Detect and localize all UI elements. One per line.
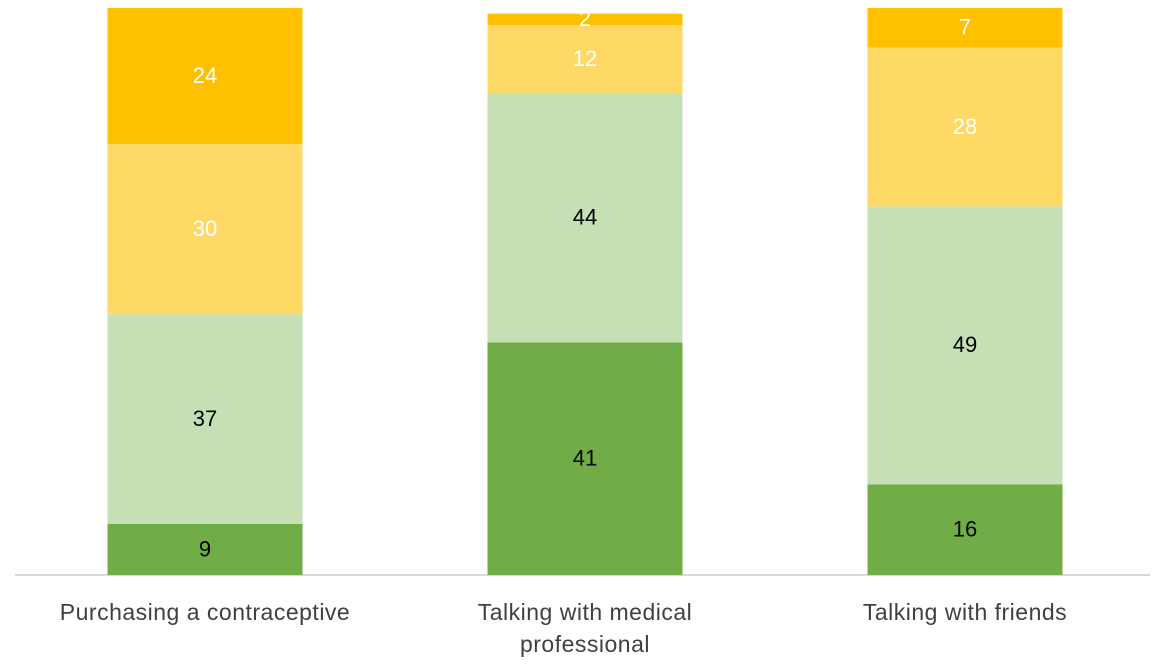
data-label: 44 (573, 205, 597, 230)
bar-segment (867, 8, 1063, 48)
x-tick-label: Talking with friends (862, 599, 1068, 625)
bar-segment (487, 25, 683, 94)
data-label: 2 (579, 6, 591, 31)
bar-segment (107, 8, 303, 145)
bar-segment (487, 93, 683, 343)
bar-segment (867, 47, 1063, 207)
data-label: 37 (193, 406, 217, 431)
data-label: 12 (573, 46, 597, 71)
bar-segment (107, 523, 303, 575)
bar-segment (487, 13, 683, 26)
data-label: 49 (953, 332, 977, 357)
x-tick-label: Talking with medical professional (477, 599, 693, 657)
data-label: 28 (953, 114, 977, 139)
data-label: 41 (573, 446, 597, 471)
data-label: 24 (193, 63, 217, 88)
data-label: 16 (953, 516, 977, 541)
data-label: 7 (959, 15, 971, 40)
bar-segment (107, 314, 303, 524)
bar-segment (487, 342, 683, 575)
bar-segment (867, 484, 1063, 575)
x-tick-label: Purchasing a contraceptive (59, 599, 351, 625)
bar-segment (867, 206, 1063, 485)
data-label: 30 (193, 216, 217, 241)
bar-segment (107, 144, 303, 315)
data-label: 9 (199, 536, 211, 561)
